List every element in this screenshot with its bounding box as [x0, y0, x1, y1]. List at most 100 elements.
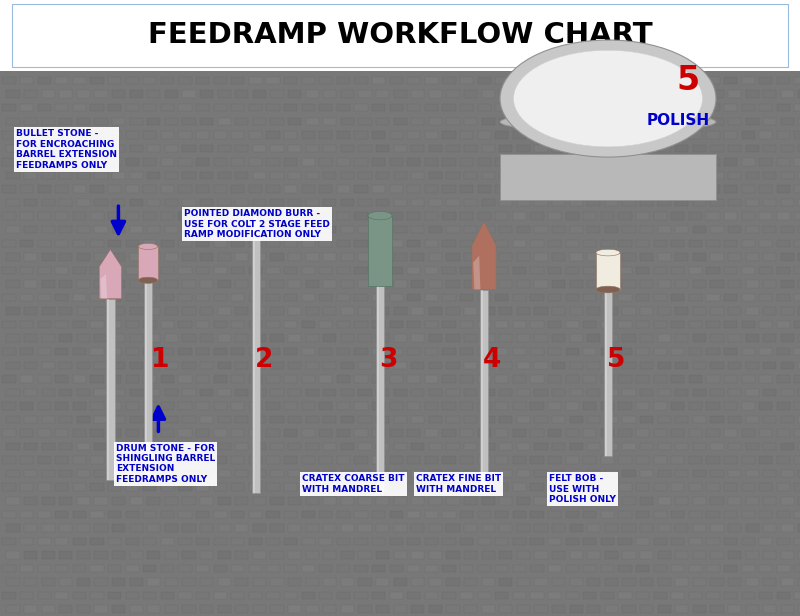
- Bar: [126, 77, 139, 84]
- Bar: [570, 145, 582, 152]
- Bar: [728, 443, 741, 450]
- Bar: [108, 348, 122, 355]
- Bar: [763, 307, 776, 315]
- Bar: [112, 118, 126, 125]
- Bar: [693, 524, 706, 532]
- Bar: [693, 389, 706, 396]
- Bar: [548, 77, 561, 84]
- Bar: [306, 280, 318, 288]
- Bar: [640, 443, 653, 450]
- Bar: [781, 416, 794, 423]
- Bar: [90, 267, 104, 274]
- Bar: [495, 77, 509, 84]
- Bar: [6, 91, 19, 98]
- Bar: [605, 290, 607, 456]
- Bar: [530, 429, 543, 437]
- Bar: [20, 185, 33, 193]
- Bar: [746, 497, 758, 505]
- Bar: [231, 294, 245, 301]
- Bar: [112, 578, 126, 586]
- Bar: [253, 497, 266, 505]
- Bar: [499, 145, 512, 152]
- Bar: [478, 185, 490, 193]
- Bar: [446, 470, 459, 477]
- Bar: [270, 578, 283, 586]
- Bar: [372, 185, 386, 193]
- Bar: [302, 321, 315, 328]
- Bar: [337, 158, 350, 166]
- Bar: [358, 226, 371, 233]
- Bar: [6, 334, 19, 342]
- Bar: [781, 145, 794, 152]
- Bar: [517, 524, 530, 532]
- Bar: [112, 416, 126, 423]
- Bar: [253, 551, 266, 559]
- Bar: [77, 253, 90, 261]
- Bar: [530, 592, 543, 599]
- Bar: [323, 226, 336, 233]
- Bar: [42, 172, 55, 179]
- Bar: [112, 551, 126, 559]
- Bar: [534, 145, 547, 152]
- Bar: [675, 362, 688, 369]
- Bar: [253, 234, 255, 493]
- Bar: [323, 470, 336, 477]
- Bar: [144, 280, 152, 480]
- Bar: [161, 294, 174, 301]
- Bar: [693, 118, 706, 125]
- Bar: [570, 389, 582, 396]
- Bar: [478, 131, 490, 139]
- Bar: [143, 77, 157, 84]
- Bar: [442, 158, 456, 166]
- Bar: [622, 578, 635, 586]
- Bar: [513, 104, 526, 111]
- Bar: [376, 253, 389, 261]
- Bar: [622, 118, 635, 125]
- Bar: [640, 172, 653, 179]
- Bar: [605, 118, 618, 125]
- Bar: [377, 286, 379, 493]
- Bar: [798, 334, 800, 342]
- Bar: [570, 280, 582, 288]
- Bar: [442, 429, 456, 437]
- Bar: [2, 511, 16, 518]
- Bar: [143, 429, 157, 437]
- Bar: [94, 145, 107, 152]
- Bar: [143, 158, 157, 166]
- Bar: [482, 118, 494, 125]
- Bar: [358, 524, 371, 532]
- Bar: [284, 456, 298, 464]
- Bar: [143, 402, 157, 410]
- Bar: [636, 267, 649, 274]
- Bar: [231, 592, 245, 599]
- Bar: [270, 606, 283, 613]
- Bar: [442, 294, 456, 301]
- Bar: [482, 334, 494, 342]
- Bar: [253, 307, 266, 315]
- Bar: [742, 592, 754, 599]
- Bar: [429, 172, 442, 179]
- Bar: [196, 158, 210, 166]
- Bar: [182, 199, 195, 206]
- Bar: [605, 416, 618, 423]
- Bar: [196, 402, 210, 410]
- Bar: [38, 565, 51, 572]
- Bar: [411, 172, 424, 179]
- Bar: [517, 226, 530, 233]
- Bar: [372, 240, 386, 247]
- Bar: [354, 321, 367, 328]
- Bar: [130, 389, 142, 396]
- Bar: [794, 484, 800, 491]
- Bar: [165, 578, 178, 586]
- Bar: [323, 253, 336, 261]
- Bar: [38, 511, 51, 518]
- Bar: [798, 470, 800, 477]
- Bar: [794, 185, 800, 193]
- Bar: [495, 104, 509, 111]
- Bar: [319, 321, 333, 328]
- Bar: [411, 578, 424, 586]
- Bar: [341, 551, 354, 559]
- Bar: [253, 389, 266, 396]
- Bar: [59, 470, 73, 477]
- Bar: [464, 145, 477, 152]
